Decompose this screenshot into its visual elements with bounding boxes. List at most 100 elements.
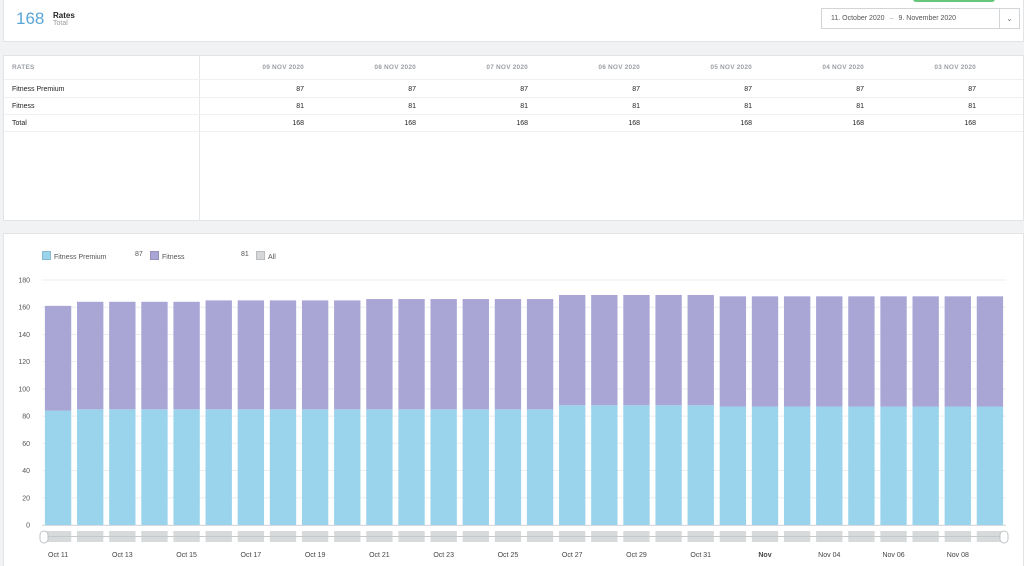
bar-segment	[269, 300, 297, 410]
table-cell: 87	[520, 86, 528, 93]
bar-segment	[462, 409, 489, 525]
bar-segment	[848, 296, 875, 407]
table-cell: 168	[404, 120, 416, 127]
y-tick-label: 120	[18, 359, 30, 366]
bar-segment	[783, 406, 811, 525]
table-cell: 168	[516, 120, 528, 127]
bar-segment	[559, 294, 586, 406]
table-cell: 87	[968, 86, 976, 93]
x-tick-label: Oct 19	[305, 552, 326, 559]
bar-segment	[655, 294, 682, 406]
bar-segment	[77, 301, 104, 410]
bar-segment	[173, 409, 200, 525]
legend-label: Fitness Premium	[54, 254, 107, 261]
bar-segment	[751, 406, 779, 525]
table-row: Fitness 81 81 81 81 81 81 81	[4, 98, 1023, 115]
bar-segment	[880, 406, 907, 525]
bar-segment	[269, 409, 297, 525]
y-tick-label: 80	[22, 414, 30, 421]
action-button[interactable]	[913, 0, 995, 2]
legend-swatch	[256, 251, 265, 260]
bar-segment	[526, 409, 554, 525]
y-tick-label: 180	[18, 278, 30, 285]
table-cell: 87	[744, 86, 752, 93]
bar-segment	[559, 405, 586, 525]
bar-segment	[623, 405, 650, 525]
table-cell: 81	[968, 103, 976, 110]
table-cell: 87	[296, 86, 304, 93]
x-tick-label: Oct 31	[690, 552, 711, 559]
bar-segment	[205, 409, 232, 525]
legend-value: 87	[135, 251, 143, 258]
y-tick-label: 140	[18, 332, 30, 339]
date-range-separator: –	[889, 15, 894, 22]
table-cell: 81	[632, 103, 640, 110]
column-header: 09 NOV 2020	[262, 64, 304, 71]
table-cell: 168	[852, 120, 864, 127]
rates-title: Rates	[53, 11, 75, 20]
bar-segment	[623, 294, 650, 406]
row-label: Fitness	[12, 103, 35, 110]
legend-item-fitness-premium[interactable]: Fitness Premium	[42, 251, 107, 261]
date-range-end: 9. November 2020	[898, 15, 957, 22]
total-rates-value: 168	[16, 9, 45, 28]
x-tick-label: Oct 29	[626, 552, 647, 559]
date-range-picker[interactable]: 11. October 2020–9. November 2020 ⌄	[821, 8, 1020, 29]
bar-segment	[880, 296, 907, 407]
x-tick-label: Oct 11	[48, 552, 68, 559]
bar-segment	[205, 300, 232, 410]
bar-segment	[976, 406, 1004, 525]
navigator-handle-left[interactable]	[39, 530, 49, 544]
bar-segment	[494, 299, 522, 410]
bar-segment	[141, 409, 168, 525]
chart-panel: Fitness Premium 87 Fitness 81 All 0 20 40 6…	[3, 233, 1024, 566]
bar-segment	[591, 405, 618, 525]
table-cell: 168	[628, 120, 640, 127]
bar-segment	[462, 299, 489, 410]
rates-table: RATES 09 NOV 2020 08 NOV 2020 07 NOV 202…	[3, 55, 1024, 221]
bar-segment	[719, 406, 747, 525]
bar-segment	[430, 409, 457, 525]
stacked-bar-chart: 0 20 40 60 80 100 120 140 160 180 Oct 11 Oct 13 Oct …	[18, 278, 1009, 559]
bar-segment	[301, 300, 329, 410]
date-range-text: 11. October 2020–9. November 2020	[831, 15, 956, 22]
bar-segment	[44, 305, 72, 411]
y-tick-label: 40	[22, 468, 30, 475]
bar-segment	[687, 294, 714, 406]
table-cell: 81	[744, 103, 752, 110]
column-header: 08 NOV 2020	[374, 64, 416, 71]
navigator-handle-right[interactable]	[999, 530, 1009, 544]
bar-segment	[366, 409, 393, 525]
legend-item-all[interactable]: All	[256, 251, 276, 261]
bar-segment	[366, 299, 393, 410]
table-cell: 168	[740, 120, 752, 127]
bar-segment	[141, 301, 168, 410]
table-cell: 168	[964, 120, 976, 127]
bar-segment	[687, 405, 714, 525]
bar-segment	[976, 296, 1004, 407]
bar-segment	[751, 296, 779, 407]
bar-segment	[77, 409, 104, 525]
bar-segment	[237, 409, 265, 525]
column-header: 07 NOV 2020	[486, 64, 528, 71]
x-tick-label: Oct 27	[562, 552, 583, 559]
bar-segment	[655, 405, 682, 525]
summary-header: 168 Rates Total 11. October 2020–9. Nove…	[3, 0, 1024, 42]
legend-item-fitness[interactable]: Fitness	[150, 251, 185, 261]
table-cell: 87	[408, 86, 416, 93]
y-tick-label: 100	[18, 386, 30, 393]
bar-segment	[816, 296, 843, 407]
x-tick-label: Nov	[758, 552, 771, 559]
date-range-start: 11. October 2020	[831, 15, 885, 22]
bar-segment	[44, 410, 72, 525]
legend-label: Fitness	[162, 254, 185, 261]
rates-subtitle: Total	[53, 20, 68, 27]
y-tick-label: 20	[22, 495, 30, 502]
x-tick-label: Oct 17	[241, 552, 262, 559]
x-tick-label: Oct 15	[176, 552, 197, 559]
table-divider	[199, 56, 200, 220]
column-header: 06 NOV 2020	[598, 64, 640, 71]
chevron-down-icon[interactable]: ⌄	[999, 9, 1019, 28]
y-tick-label: 160	[18, 305, 30, 312]
x-tick-label: Oct 21	[369, 552, 390, 559]
